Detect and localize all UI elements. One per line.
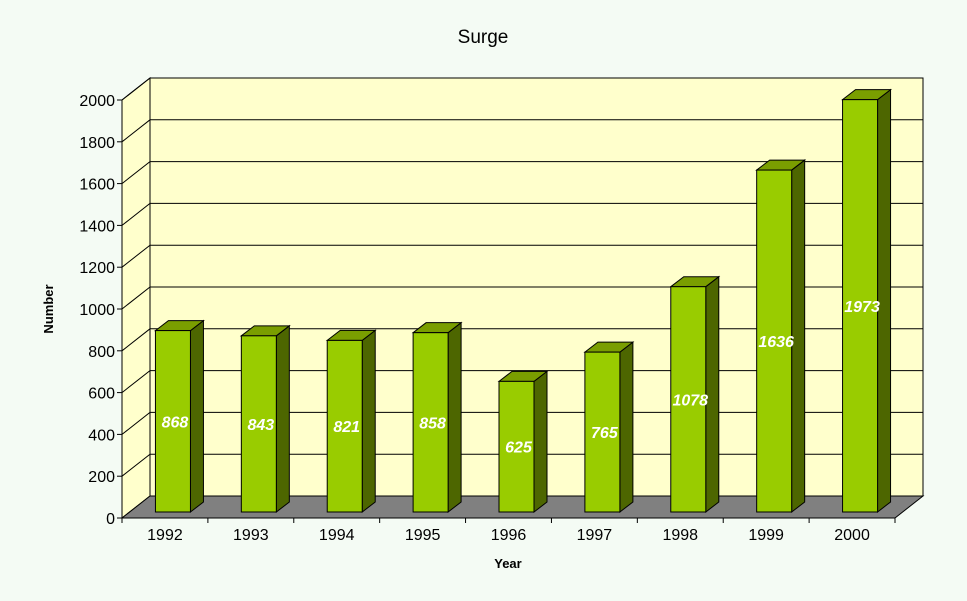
- chart-title: Surge: [458, 27, 509, 48]
- bar: [240, 335, 277, 513]
- bar: [326, 339, 363, 513]
- x-tick-label: 1994: [319, 527, 355, 544]
- x-tick-label: 1998: [662, 527, 698, 544]
- bar-side: [275, 324, 290, 514]
- x-tick-label: 1993: [233, 527, 269, 544]
- gridline: [121, 411, 923, 435]
- bar-side: [189, 319, 204, 514]
- bar: [498, 380, 535, 513]
- x-tick-label: 1996: [491, 527, 527, 544]
- gridline: [121, 244, 923, 268]
- gridline: [121, 77, 923, 101]
- x-axis-label: Year: [494, 556, 521, 571]
- data-label: 1973: [844, 299, 880, 316]
- gridline: [121, 202, 923, 226]
- bar-side: [533, 370, 548, 514]
- gridline: [121, 453, 923, 477]
- data-label: 1636: [758, 334, 794, 351]
- data-label: 821: [333, 419, 360, 436]
- x-tick-label: 1999: [748, 527, 784, 544]
- bar: [756, 169, 793, 513]
- bar: [412, 332, 449, 513]
- data-label: 625: [505, 440, 533, 457]
- y-tick-label: 800: [88, 344, 115, 361]
- bar: [584, 351, 621, 513]
- y-tick-label: 1600: [79, 177, 115, 194]
- y-axis-label: Number: [41, 284, 56, 333]
- x-tick-label: 1992: [147, 527, 183, 544]
- bar-side: [361, 329, 376, 514]
- plot-area: 0 200 400 600 800 1000 1200 1400 1600 1800 2000 868…: [79, 76, 925, 544]
- gridline: [121, 370, 923, 393]
- bar: [154, 330, 191, 513]
- y-tick-label: 1400: [79, 218, 115, 235]
- y-tick-label: 1000: [79, 302, 115, 319]
- gridline: [121, 286, 923, 310]
- bar-side: [619, 341, 634, 514]
- y-tick-label: 1200: [79, 260, 115, 277]
- gridline: [121, 119, 923, 143]
- y-tick-label: 200: [88, 469, 115, 486]
- x-tick-label: 1997: [577, 527, 613, 544]
- data-label: 858: [419, 415, 446, 432]
- y-tick-label: 400: [88, 427, 115, 444]
- y-tick-label: 600: [88, 386, 115, 403]
- data-label: 843: [247, 417, 274, 434]
- data-label: 765: [591, 425, 619, 442]
- y-tick-label: 1800: [79, 135, 115, 152]
- gridline: [121, 161, 923, 184]
- x-tick-label: 1995: [405, 527, 441, 544]
- data-label: 868: [162, 414, 189, 431]
- bar-side: [447, 321, 462, 514]
- y-tick-label: 0: [106, 511, 115, 528]
- x-tick-label: 2000: [834, 527, 870, 544]
- bar: [842, 99, 879, 513]
- bar: [670, 286, 707, 513]
- gridline: [121, 328, 923, 352]
- y-tick-label: 2000: [79, 93, 115, 110]
- data-label: 1078: [672, 392, 708, 409]
